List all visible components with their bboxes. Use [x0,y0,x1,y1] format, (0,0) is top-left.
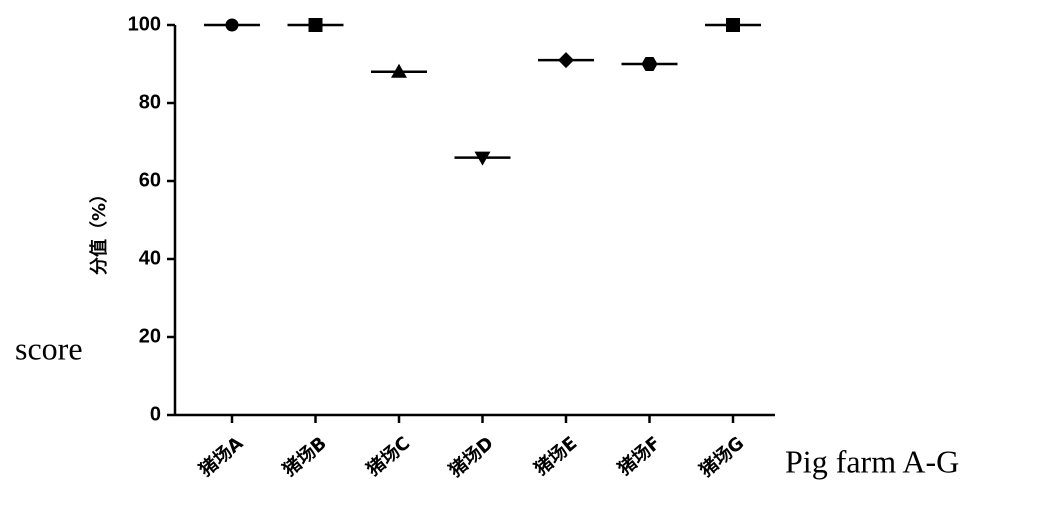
marker [558,52,574,69]
marker [726,18,740,32]
y-tick-label: 0 [150,403,161,425]
y-tick-label: 100 [128,13,161,35]
marker [225,18,239,32]
x-tick-label: 猪场B [278,432,331,481]
marker [474,151,491,166]
y-label-en: score [15,330,83,366]
x-tick-label: 猪场G [694,432,748,482]
y-tick-label: 40 [139,247,161,269]
x-tick-label: 猪场F [613,432,665,481]
marker [641,57,658,71]
y-tick-label: 20 [139,325,161,347]
x-tick-label: 猪场C [362,432,415,481]
x-tick-label: 猪场E [529,432,581,481]
y-tick-label: 80 [139,91,161,113]
marker [308,18,323,32]
marker [391,63,407,78]
x-label-en: Pig farm A-G [785,443,959,479]
y-label: 分值（%） [88,185,110,275]
x-tick-label: 猪场D [444,432,498,482]
x-tick-label: 猪场A [194,432,247,482]
y-tick-label: 60 [139,169,161,191]
